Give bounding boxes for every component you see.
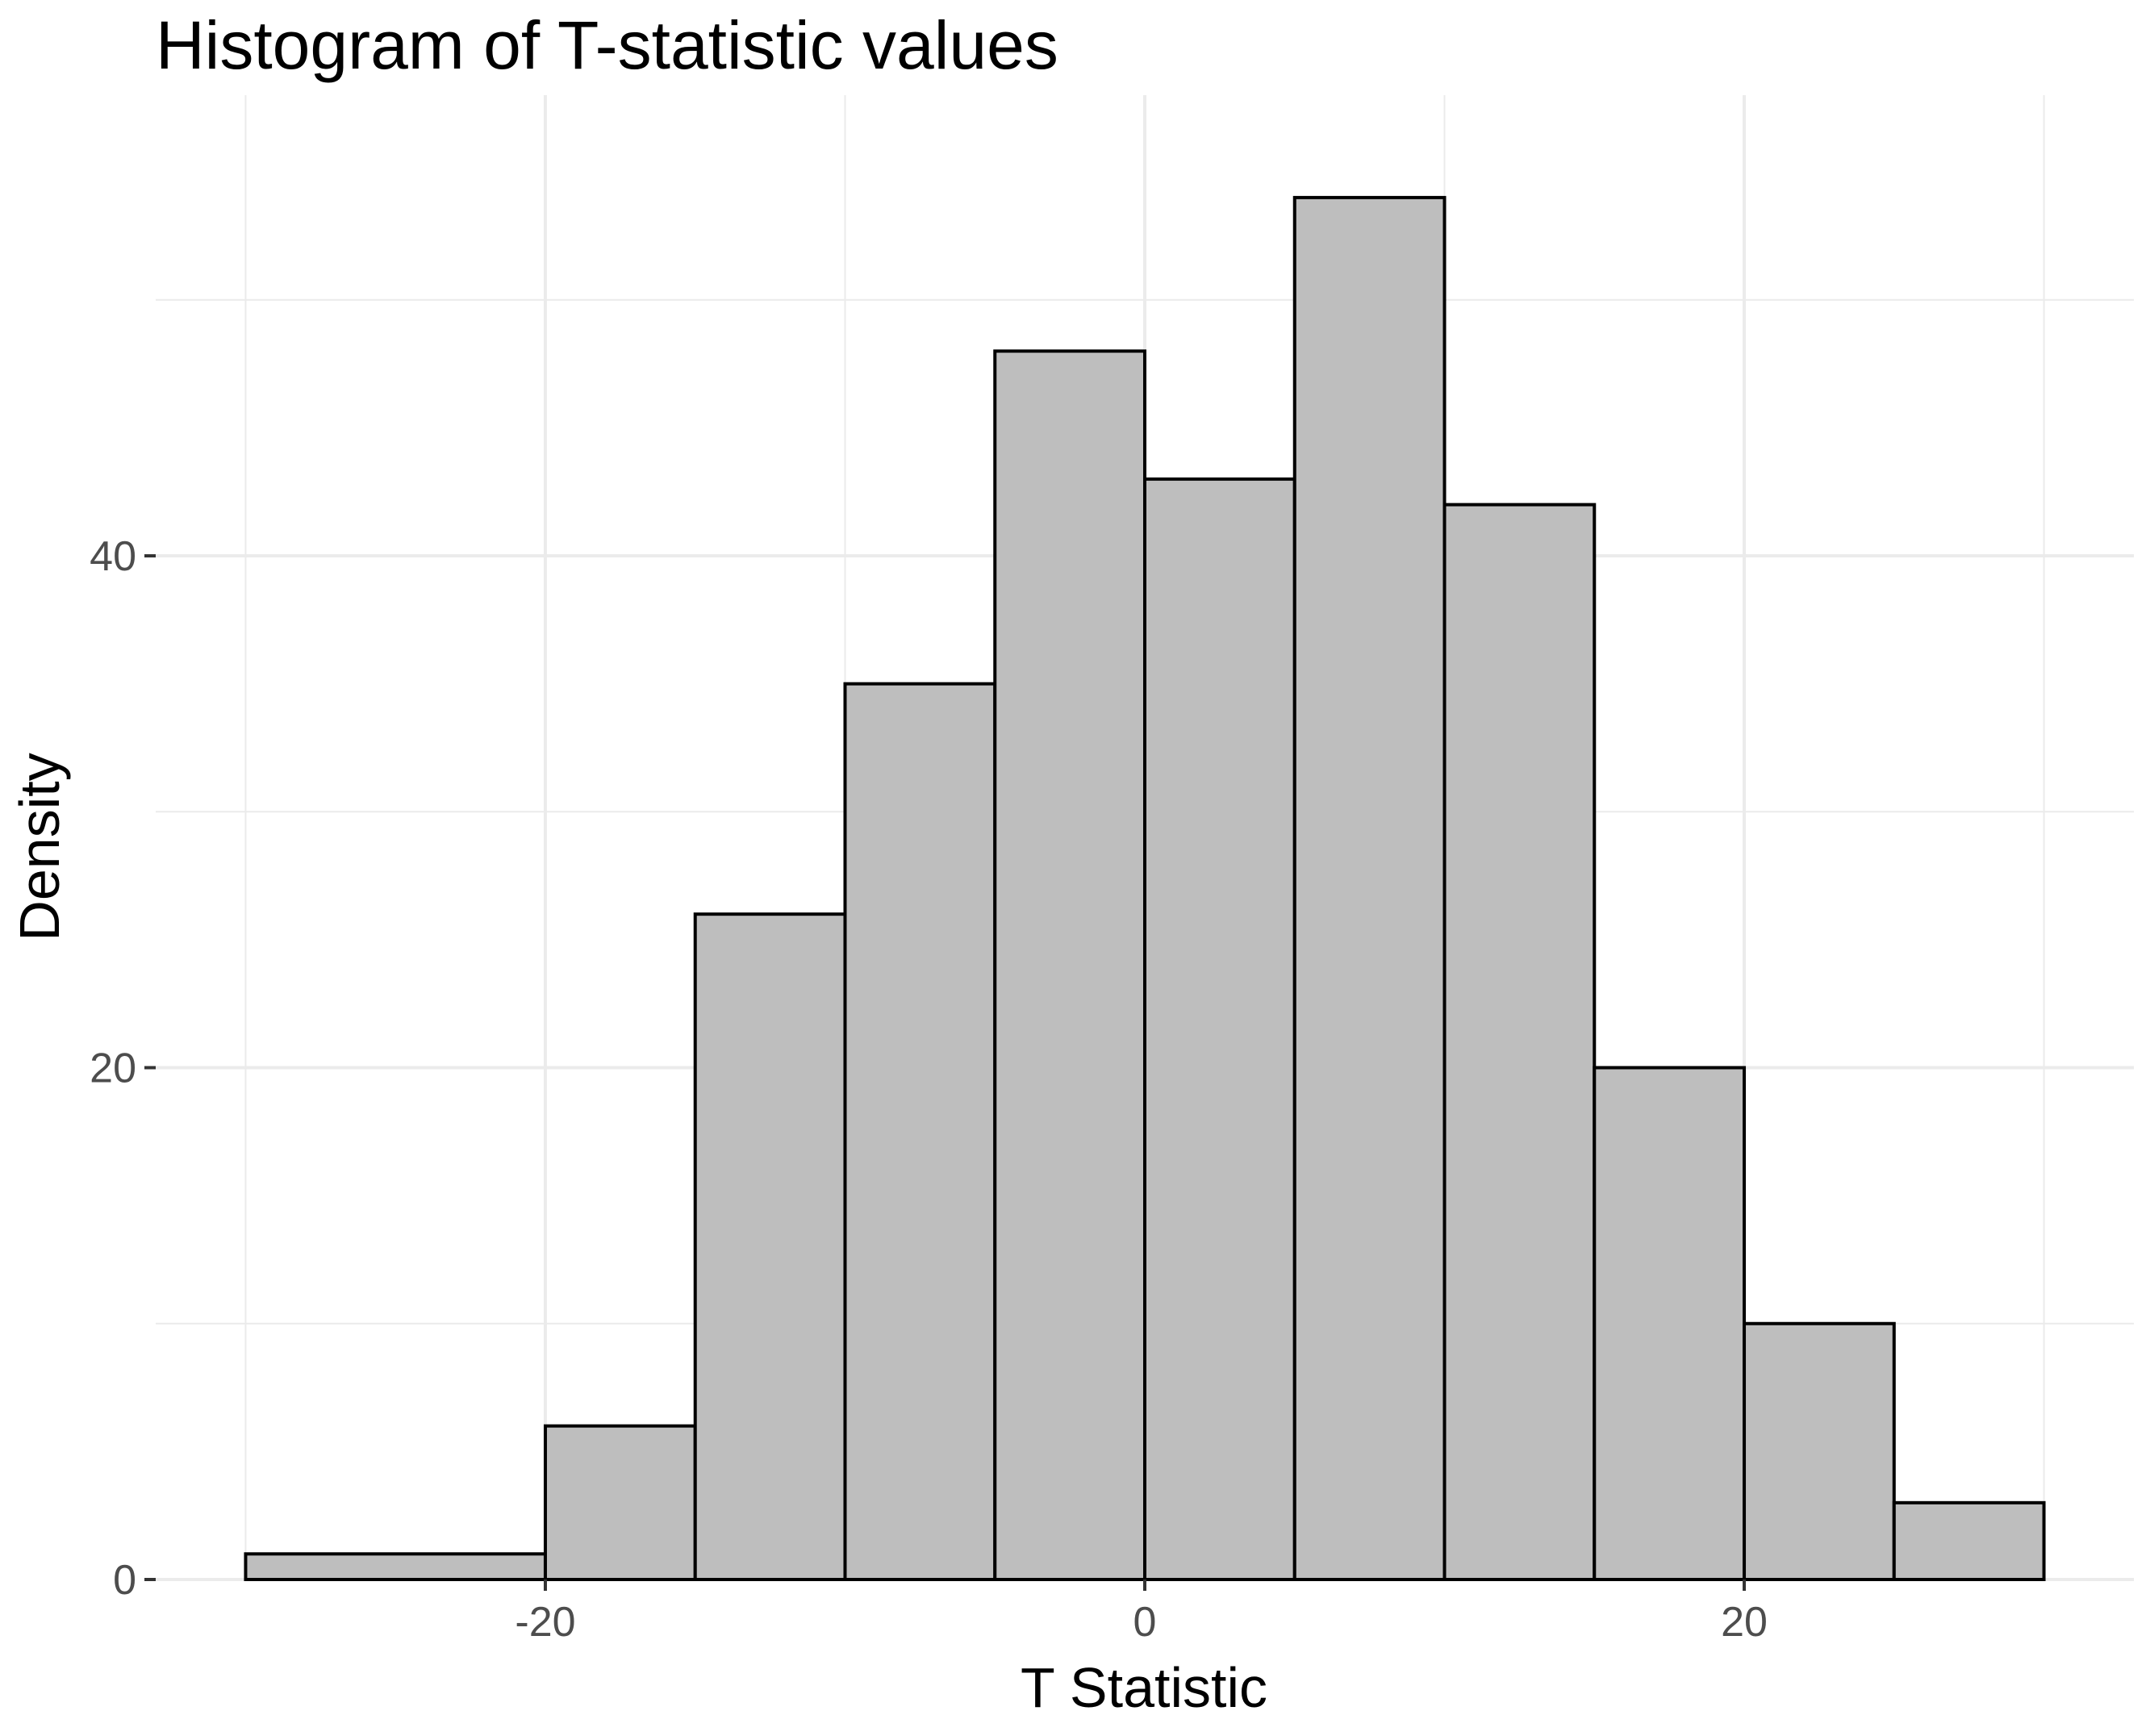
x-tick-label: 0 xyxy=(1133,1599,1157,1646)
histogram-bar-9 xyxy=(1743,1321,1896,1582)
histogram-bar-5 xyxy=(1143,477,1296,1581)
axis-ticks xyxy=(144,554,1747,1591)
histogram-bar-10 xyxy=(1892,1500,2046,1582)
x-tick-label: -20 xyxy=(515,1599,575,1646)
histogram-bar-3 xyxy=(843,682,997,1581)
y-tick-label: 0 xyxy=(113,1557,136,1604)
y-axis-title: Density xyxy=(8,753,71,941)
histogram-bar-0 xyxy=(244,1552,547,1582)
tick-labels: 0 20 40 -20 0 20 xyxy=(90,533,1768,1646)
histogram-bar-4 xyxy=(993,349,1146,1582)
y-tick-label: 20 xyxy=(90,1045,136,1092)
x-axis-title: T Statistic xyxy=(1021,1656,1267,1719)
histogram-bar-8 xyxy=(1593,1066,1747,1581)
histogram-bar-1 xyxy=(543,1424,697,1581)
x-tick-label: 20 xyxy=(1721,1599,1768,1646)
chart-title: Histogram of T-statistic values xyxy=(156,7,1058,83)
histogram-bars xyxy=(244,195,2046,1582)
histogram-bar-6 xyxy=(1292,195,1447,1581)
histogram-bar-2 xyxy=(693,912,847,1581)
y-tick-label: 40 xyxy=(90,533,136,580)
histogram-bar-7 xyxy=(1442,503,1597,1581)
